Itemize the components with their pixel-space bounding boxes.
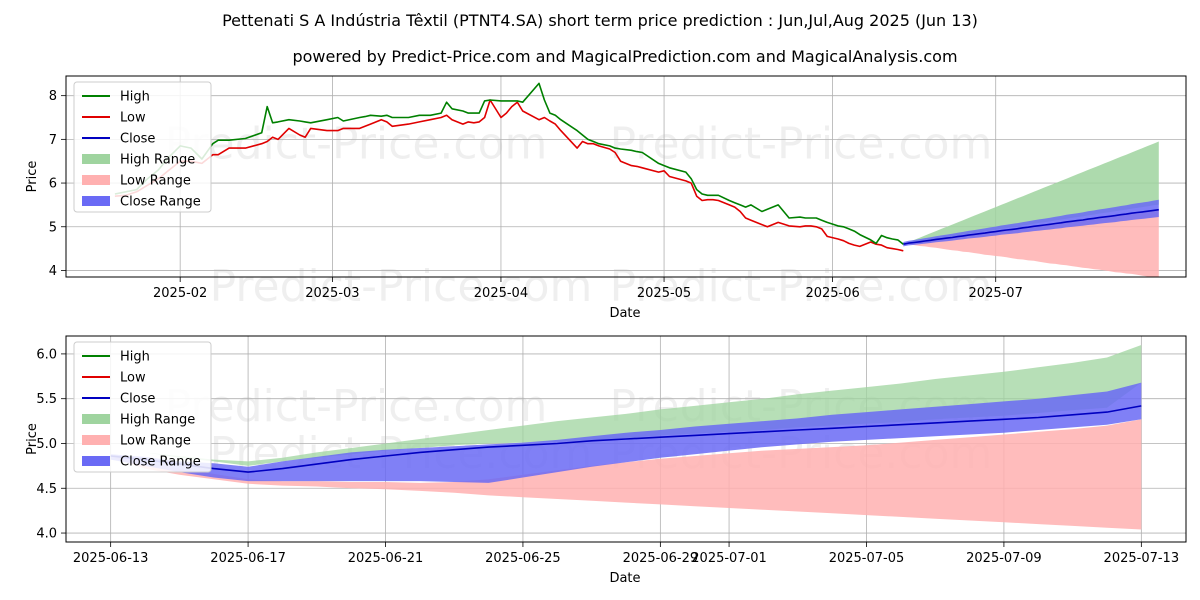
- top-watermark-3: Predict-Price.com: [210, 261, 593, 312]
- bottom-y-tick-label: 5.5: [36, 392, 57, 407]
- bottom-panel: Predict-Price.comPredict-Price.comPredic…: [25, 335, 1187, 586]
- top-watermark-4: Predict-Price.com: [610, 261, 993, 312]
- top-plot-frame: [65, 75, 1187, 278]
- top-panel: Predict-Price.com Predict-Price.com Predic…: [25, 75, 1187, 321]
- bottom-y-tick-label: 4.5: [36, 482, 57, 497]
- top-watermark-1: Predict-Price.com: [165, 119, 548, 170]
- bottom-y-tick-label: 6.0: [36, 347, 57, 362]
- top-legend-swatch-low-range: [82, 175, 110, 185]
- bottom-x-tick-label: 2025-06-17: [210, 551, 286, 566]
- top-x-tick-label: 2025-04: [474, 286, 528, 301]
- top-y-tick-label: 4: [49, 264, 57, 279]
- bottom-x-tick-label: 2025-07-09: [966, 551, 1042, 566]
- chart-title: Pettenati S A Indústria Têxtil (PTNT4.SA…: [222, 11, 978, 30]
- top-y-axis-label: Price: [25, 161, 40, 193]
- top-legend-swatch-close-range: [82, 196, 110, 206]
- top-low-line: [114, 99, 904, 252]
- bottom-legend-label-close-range: Close Range: [120, 455, 201, 470]
- top-x-tick-label: 2025-07: [969, 286, 1023, 301]
- top-low-range-band: [903, 209, 1159, 277]
- top-legend-label-close: Close: [120, 132, 155, 147]
- bottom-legend-swatch-close-range: [82, 456, 110, 466]
- top-legend-swatch-high-range: [82, 154, 110, 164]
- top-close-line: [903, 208, 1159, 245]
- top-legend-label-high-range: High Range: [120, 153, 195, 168]
- chart-subtitle: powered by Predict-Price.com and Magical…: [292, 47, 957, 66]
- top-y-tick-label: 8: [49, 89, 57, 104]
- top-x-axis-label: Date: [609, 306, 640, 321]
- bottom-y-tick-label: 5.0: [36, 437, 57, 452]
- bottom-series-group: [110, 345, 1142, 530]
- bottom-watermark-1: Predict-Price.com: [165, 381, 548, 432]
- bottom-x-tick-label: 2025-06-13: [73, 551, 149, 566]
- bottom-x-tick-label: 2025-07-05: [829, 551, 905, 566]
- top-x-tick-label: 2025-06: [805, 286, 859, 301]
- bottom-legend-label-low-range: Low Range: [120, 434, 191, 449]
- bottom-high-range-band: [110, 345, 1142, 466]
- top-series-group: [114, 82, 1159, 277]
- bottom-legend-label-high-range: High Range: [120, 413, 195, 428]
- bottom-y-tick-label: 4.0: [36, 527, 57, 542]
- bottom-x-tick-label: 2025-07-01: [691, 551, 767, 566]
- bottom-x-tick-label: 2025-07-13: [1104, 551, 1180, 566]
- bottom-legend-label-close: Close: [120, 392, 155, 407]
- bottom-x-tick-label: 2025-06-29: [623, 551, 699, 566]
- bottom-x-tick-label: 2025-06-25: [485, 551, 561, 566]
- bottom-y-axis-label: Price: [25, 423, 40, 455]
- top-y-tick-label: 5: [49, 220, 57, 235]
- top-y-tick-label: 6: [49, 177, 57, 192]
- bottom-x-tick-label: 2025-06-21: [348, 551, 424, 566]
- top-x-tick-label: 2025-05: [637, 286, 691, 301]
- top-y-tick-label: 7: [49, 133, 57, 148]
- bottom-legend-swatch-low-range: [82, 435, 110, 445]
- top-watermark-2: Predict-Price.com: [610, 119, 993, 170]
- bottom-legend-label-low: Low: [120, 371, 146, 386]
- bottom-low-range-band: [110, 419, 1142, 530]
- top-high-line: [114, 82, 904, 245]
- bottom-legend-swatch-high-range: [82, 414, 110, 424]
- top-legend-label-low: Low: [120, 111, 146, 126]
- top-x-tick-label: 2025-03: [305, 286, 359, 301]
- top-legend-label-close-range: Close Range: [120, 195, 201, 210]
- bottom-plot-frame: [65, 335, 1187, 543]
- bottom-legend-label-high: High: [120, 350, 150, 365]
- top-x-tick-label: 2025-02: [153, 286, 207, 301]
- top-legend-label-low-range: Low Range: [120, 174, 191, 189]
- bottom-x-axis-label: Date: [609, 571, 640, 586]
- top-legend-label-high: High: [120, 90, 150, 105]
- bottom-close-line: [110, 405, 1142, 473]
